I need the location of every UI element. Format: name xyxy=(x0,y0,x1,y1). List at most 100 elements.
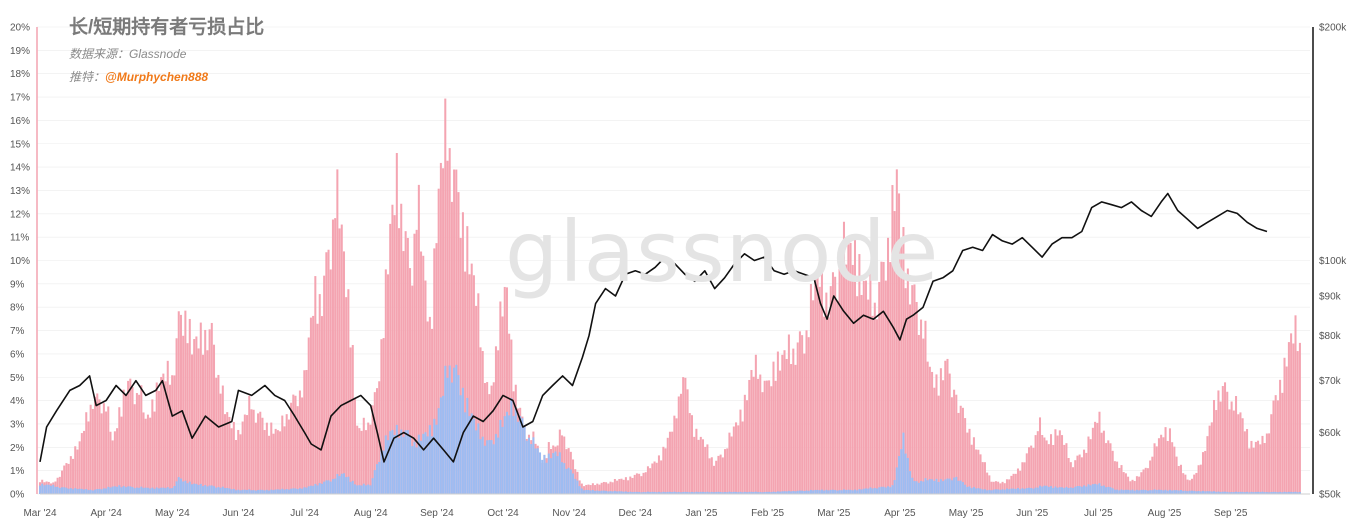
lth-loss-bar xyxy=(977,449,980,494)
sth-loss-bar xyxy=(1072,488,1075,494)
lth-loss-bar xyxy=(792,348,795,494)
sth-loss-bar xyxy=(640,492,643,494)
lth-loss-bar xyxy=(959,405,962,494)
sth-loss-bar xyxy=(752,492,755,494)
lth-loss-bar xyxy=(655,462,658,494)
lth-loss-bar xyxy=(1272,400,1275,494)
sth-loss-bar xyxy=(525,440,528,494)
lth-loss-bar xyxy=(497,350,500,494)
sth-loss-bar xyxy=(188,481,191,494)
lth-loss-bar xyxy=(1243,431,1246,494)
sth-loss-bar xyxy=(688,492,691,494)
lth-loss-bar xyxy=(660,460,663,494)
sth-loss-bar xyxy=(950,480,953,494)
sth-loss-bar xyxy=(435,424,438,494)
lth-loss-bar xyxy=(1036,431,1039,494)
sth-loss-bar xyxy=(801,490,804,494)
sth-loss-bar xyxy=(1030,487,1033,494)
sth-loss-bar xyxy=(179,478,182,494)
sth-loss-bar xyxy=(992,489,995,494)
sth-loss-bar xyxy=(358,485,361,494)
sth-loss-bar xyxy=(891,485,894,494)
sth-loss-bar xyxy=(695,491,698,494)
x-tick-label: May '24 xyxy=(155,508,190,519)
sth-loss-bar xyxy=(979,488,982,494)
lth-loss-bar xyxy=(1124,473,1127,494)
twitter-handle-link[interactable]: @Murphychen888 xyxy=(105,70,209,84)
lth-loss-bar xyxy=(1111,450,1114,494)
sth-loss-bar xyxy=(1179,489,1182,494)
lth-loss-bar xyxy=(880,261,883,494)
sth-loss-bar xyxy=(1050,486,1053,494)
sth-loss-bar xyxy=(935,478,938,494)
lth-loss-bar xyxy=(153,411,156,494)
sth-loss-bar xyxy=(794,491,797,494)
lth-loss-bar xyxy=(199,322,202,494)
lth-loss-bar xyxy=(1270,414,1273,494)
lth-loss-bar xyxy=(131,386,134,494)
lth-loss-bar xyxy=(992,481,995,494)
x-tick-label: Feb '25 xyxy=(751,508,784,519)
sth-loss-bar xyxy=(508,415,511,494)
sth-loss-bar xyxy=(823,490,826,494)
sth-loss-bar xyxy=(893,480,896,494)
lth-loss-bar xyxy=(1246,429,1249,494)
sth-loss-bar xyxy=(140,486,143,494)
sth-loss-bar xyxy=(65,487,68,494)
x-tick-label: Mar '24 xyxy=(23,508,56,519)
lth-loss-bar xyxy=(1083,449,1086,494)
sth-loss-bar xyxy=(1129,490,1132,494)
sth-loss-bar xyxy=(402,436,405,494)
lth-loss-bar xyxy=(686,389,689,494)
lth-loss-bar xyxy=(301,397,304,494)
lth-loss-bar xyxy=(283,426,286,494)
lth-loss-bar xyxy=(1105,443,1108,494)
sth-loss-bar xyxy=(406,430,409,494)
lth-loss-bar xyxy=(111,440,114,494)
sth-loss-bar xyxy=(1213,491,1216,494)
lth-loss-bar xyxy=(690,415,693,494)
lth-loss-bar xyxy=(349,347,352,494)
sth-loss-bar xyxy=(812,490,815,494)
sth-loss-bar xyxy=(803,491,806,494)
sth-loss-bar xyxy=(246,490,249,494)
lth-loss-bar xyxy=(1292,343,1295,494)
sth-loss-bar xyxy=(336,474,339,494)
sth-loss-bar xyxy=(1153,489,1156,494)
sth-loss-bar xyxy=(1138,490,1141,494)
lth-loss-bar xyxy=(358,428,361,494)
lth-loss-bar xyxy=(270,422,273,494)
lth-loss-bar xyxy=(292,394,295,494)
lth-loss-bar xyxy=(983,462,986,494)
lth-loss-bar xyxy=(252,409,255,494)
lth-loss-bar xyxy=(1080,457,1083,494)
sth-loss-bar xyxy=(757,492,760,494)
lth-loss-bar xyxy=(272,433,275,494)
sth-loss-bar xyxy=(759,492,762,494)
sth-loss-bar xyxy=(624,491,627,494)
sth-loss-bar xyxy=(942,481,945,494)
lth-loss-bar xyxy=(783,350,786,494)
lth-loss-bar xyxy=(246,415,249,494)
lth-loss-bar xyxy=(928,366,931,494)
lth-loss-bar xyxy=(1228,409,1231,494)
sth-loss-bar xyxy=(816,489,819,494)
lth-loss-bar xyxy=(752,376,755,494)
sth-loss-bar xyxy=(54,486,57,494)
lth-loss-bar xyxy=(1076,455,1079,494)
sth-loss-bar xyxy=(1199,491,1202,494)
sth-loss-bar xyxy=(596,490,599,494)
sth-loss-bar xyxy=(488,440,491,494)
sth-loss-bar xyxy=(340,473,343,494)
sth-loss-bar xyxy=(580,488,583,494)
lth-loss-bar xyxy=(1107,440,1110,494)
lth-loss-bar xyxy=(138,394,141,494)
lth-loss-bar xyxy=(909,304,912,494)
sth-loss-bar xyxy=(906,457,909,494)
lth-loss-bar xyxy=(968,428,971,494)
sth-loss-bar xyxy=(629,491,632,494)
lth-loss-bar xyxy=(78,441,81,494)
sth-loss-bar xyxy=(726,492,729,494)
sth-loss-bar xyxy=(898,456,901,494)
lth-loss-bar xyxy=(591,483,594,494)
